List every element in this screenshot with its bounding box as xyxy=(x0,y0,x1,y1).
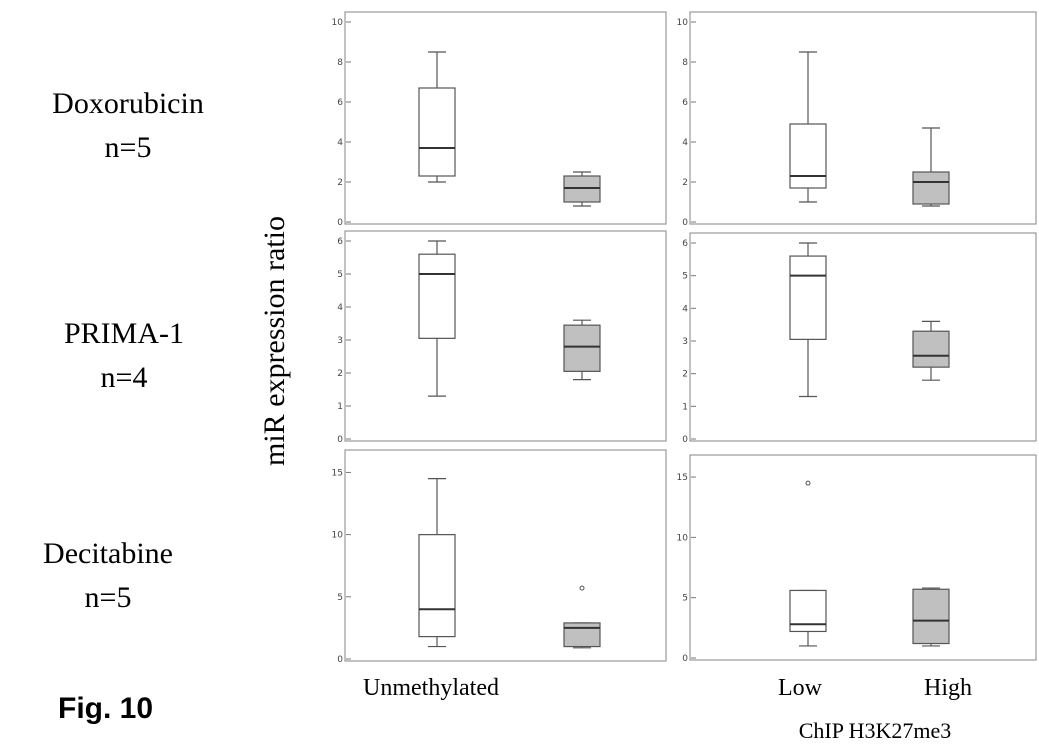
panel-prima-1-right: 0 1 2 3 4 5 6 xyxy=(682,232,1037,445)
outlier-point xyxy=(579,585,585,591)
y-tick-label: 3 xyxy=(337,336,343,346)
y-tick-label: 8 xyxy=(337,58,343,68)
panel-frame xyxy=(689,454,1037,661)
panel-prima-1-left: 0 1 2 3 4 5 6 xyxy=(337,230,667,445)
box-group-2 xyxy=(563,171,601,207)
y-tick-label: 8 xyxy=(682,58,688,68)
iqr-box xyxy=(912,330,950,368)
y-tick-label: 5 xyxy=(682,272,688,282)
y-tick-label: 3 xyxy=(682,337,688,347)
box-unmethylated xyxy=(418,240,456,397)
iqr-box xyxy=(418,253,456,339)
iqr-box xyxy=(789,123,827,189)
box-unmethylated xyxy=(418,478,456,648)
y-tick-label: 0 xyxy=(337,655,343,665)
iqr-box xyxy=(563,622,601,648)
sample-count: n=4 xyxy=(100,361,148,394)
box-high xyxy=(912,127,950,207)
y-tick-label: 10 xyxy=(677,533,689,543)
drug-name: Decitabine xyxy=(43,537,173,570)
x-label-high: High xyxy=(924,675,972,701)
y-tick-label: 6 xyxy=(682,239,688,249)
y-tick-label: 1 xyxy=(337,402,343,412)
panel-frame xyxy=(344,11,667,225)
x-axis-title-chip: ChIP H3K27me3 xyxy=(798,718,952,743)
y-tick-label: 4 xyxy=(682,304,688,314)
box-group-2 xyxy=(563,319,601,381)
y-tick-label: 0 xyxy=(337,218,343,228)
y-tick-label: 0 xyxy=(337,435,343,445)
sample-count: n=5 xyxy=(104,131,152,164)
iqr-box xyxy=(418,534,456,638)
y-tick-label: 10 xyxy=(332,18,344,28)
iqr-box xyxy=(789,589,827,633)
iqr-box xyxy=(418,87,456,177)
y-tick-label: 0 xyxy=(682,435,688,445)
y-tick-label: 4 xyxy=(682,138,688,148)
y-tick-label: 1 xyxy=(682,402,688,412)
box-unmethylated xyxy=(418,51,456,183)
y-tick-label: 2 xyxy=(337,369,343,379)
panel-frame xyxy=(689,232,1037,442)
box-high xyxy=(912,587,950,647)
y-tick-label: 2 xyxy=(682,370,688,380)
row-label-decitabine: Decitabine n=5 xyxy=(0,532,238,620)
y-tick-label: 15 xyxy=(677,473,688,483)
y-tick-label: 6 xyxy=(337,98,343,108)
box-low xyxy=(789,242,827,398)
panel-frame xyxy=(344,230,667,442)
y-tick-label: 5 xyxy=(337,593,343,603)
row-label-doxorubicin: Doxorubicin n=5 xyxy=(0,82,258,170)
iqr-box xyxy=(912,588,950,645)
x-label-unmethylated: Unmethylated xyxy=(363,675,499,701)
y-tick-label: 4 xyxy=(337,303,343,313)
panel-frame xyxy=(689,11,1037,225)
panel-decitabine-right: 0 5 10 15 xyxy=(677,454,1037,664)
iqr-box xyxy=(912,171,950,205)
outlier-point xyxy=(805,480,811,486)
panel-doxorubicin-right: 0 2 4 6 8 10 xyxy=(677,11,1037,228)
x-label-low: Low xyxy=(778,675,822,701)
y-tick-label: 6 xyxy=(337,237,343,247)
sample-count: n=5 xyxy=(84,581,132,614)
y-tick-label: 6 xyxy=(682,98,688,108)
box-high xyxy=(912,320,950,381)
iqr-box xyxy=(563,324,601,372)
iqr-box xyxy=(789,255,827,340)
box-group-2 xyxy=(563,585,601,649)
y-tick-label: 2 xyxy=(682,178,688,188)
y-tick-label: 2 xyxy=(337,178,343,188)
box-low xyxy=(789,480,827,647)
y-tick-label: 10 xyxy=(332,531,344,541)
y-tick-label: 0 xyxy=(682,654,688,664)
drug-name: Doxorubicin xyxy=(52,87,204,120)
panel-frame xyxy=(344,449,667,662)
drug-name: PRIMA-1 xyxy=(63,317,184,350)
box-low xyxy=(789,51,827,203)
y-tick-label: 5 xyxy=(682,594,688,604)
panel-doxorubicin-left: 0 2 4 6 8 10 xyxy=(332,11,667,228)
y-tick-label: 4 xyxy=(337,138,343,148)
panel-decitabine-left: 0 5 10 15 xyxy=(332,449,667,665)
figure-label: Fig. 10 xyxy=(58,692,154,725)
y-tick-label: 10 xyxy=(677,18,689,28)
y-tick-label: 5 xyxy=(337,270,343,280)
row-label-prima-1: PRIMA-1 n=4 xyxy=(0,312,254,400)
y-tick-label: 0 xyxy=(682,218,688,228)
y-tick-label: 15 xyxy=(332,468,343,478)
